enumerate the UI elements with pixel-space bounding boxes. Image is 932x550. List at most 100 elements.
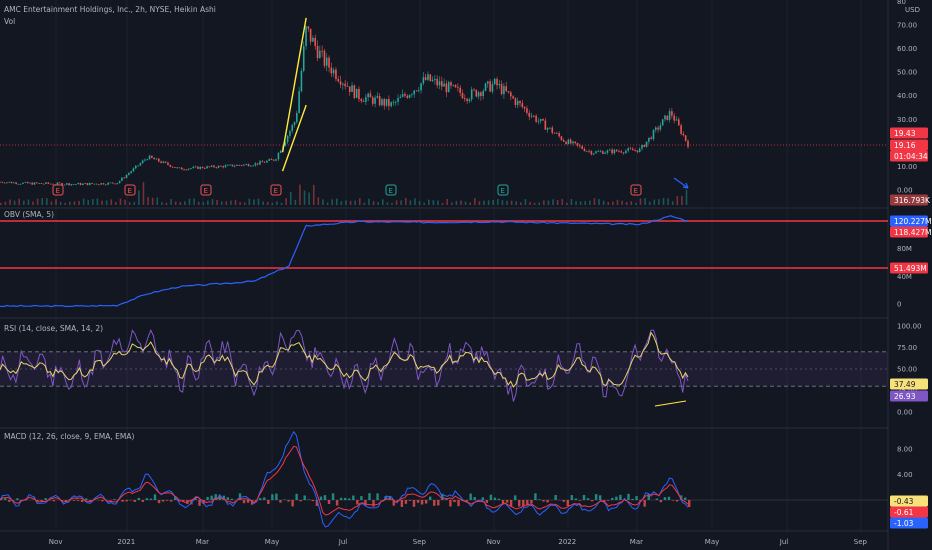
candle-body xyxy=(169,164,172,167)
grid-lines xyxy=(55,0,862,531)
candle-body xyxy=(565,141,567,145)
macd-hist-bar xyxy=(109,500,112,501)
macd-hist-bar xyxy=(121,500,124,502)
rsi-ma-line xyxy=(0,331,689,388)
candle-body xyxy=(673,115,675,121)
volume-bar xyxy=(294,199,297,205)
candle-body xyxy=(185,169,188,171)
candle-body xyxy=(284,142,287,147)
macd-hist-bar xyxy=(113,499,116,500)
trendlines[interactable] xyxy=(281,17,307,172)
candle-body xyxy=(457,87,459,89)
price-tick: 70.00 xyxy=(897,22,917,30)
volume-bar xyxy=(124,199,126,205)
volume-bar xyxy=(179,201,182,205)
volume-bar xyxy=(635,202,637,205)
candle-body xyxy=(415,90,418,92)
trendline-2 xyxy=(281,104,307,172)
volume-bar xyxy=(418,201,421,205)
volume-bar xyxy=(671,201,674,205)
macd-hist-bar xyxy=(259,498,262,500)
candle-body xyxy=(417,90,420,91)
macd-hist-bar xyxy=(246,500,250,503)
candle-body xyxy=(56,182,59,185)
price-pane[interactable]: E E E E E E E AMC Entertainment Holdings, Inc.… xyxy=(0,5,888,205)
candle-body xyxy=(477,92,480,97)
macd-hist-bar xyxy=(360,496,363,500)
macd-hist-bar xyxy=(214,494,217,500)
volume-bar xyxy=(161,202,163,205)
rsi-tick: 75.00 xyxy=(897,344,917,352)
volume-bar xyxy=(156,197,159,205)
candle-body xyxy=(464,98,466,100)
candle-body xyxy=(105,184,107,186)
candle-body xyxy=(369,93,372,98)
volume-bar xyxy=(115,201,117,205)
macd-hist-bar xyxy=(133,500,136,502)
candle-body xyxy=(300,70,303,92)
candle-body xyxy=(339,81,342,85)
volume-bar xyxy=(276,201,278,205)
rsi-pane[interactable]: RSI (14, close, SMA, 14, 2) xyxy=(0,324,888,407)
volume-bar xyxy=(239,202,241,205)
volume-bar xyxy=(55,199,57,205)
candle-body xyxy=(178,167,181,169)
candle-body xyxy=(148,155,151,160)
candle-body xyxy=(319,50,321,59)
candle-body xyxy=(466,98,468,102)
macd-hist-bar xyxy=(574,498,578,500)
candle-body xyxy=(68,183,70,186)
candle-body xyxy=(121,177,123,181)
volume-bar xyxy=(414,198,416,205)
candle-body xyxy=(443,83,445,87)
time-label: May xyxy=(705,538,719,546)
candle-body xyxy=(394,101,397,103)
macd-hist-bar xyxy=(275,493,278,500)
candle-body xyxy=(588,150,590,152)
candle-body xyxy=(666,115,669,120)
candle-body xyxy=(604,152,606,154)
volume-bar xyxy=(524,199,527,205)
candle-body xyxy=(530,115,533,117)
macd-tick: 4.00 xyxy=(897,471,913,479)
candle-body xyxy=(22,182,24,184)
volume-bar xyxy=(515,201,518,205)
candle-body xyxy=(199,166,201,169)
volume-bar xyxy=(653,199,656,205)
candle-body xyxy=(434,78,436,80)
candle-body xyxy=(49,183,52,185)
macd-hist-bar xyxy=(287,500,290,502)
volume-bar xyxy=(92,198,94,205)
candle-body xyxy=(153,157,155,160)
macd-hist-bar xyxy=(631,498,634,500)
candle-body xyxy=(192,166,195,169)
macd-line xyxy=(0,430,689,528)
candle-body xyxy=(558,133,560,137)
candle-body xyxy=(404,94,406,96)
volume-bar xyxy=(579,201,582,205)
currency-label: USD xyxy=(905,6,920,14)
candle-body xyxy=(197,166,199,169)
macd-hist-bar xyxy=(493,497,497,500)
candle-body xyxy=(468,99,471,102)
candle-body xyxy=(0,181,1,183)
candle-body xyxy=(638,148,641,153)
volume-bar xyxy=(520,202,522,205)
time-axis[interactable]: Nov 2021 Mar May Jul Sep Nov 2022 Mar May Jul Sep xyxy=(49,538,868,546)
candle-body xyxy=(381,99,383,106)
price-tick: 60.00 xyxy=(897,45,917,53)
macd-hist-bar xyxy=(501,500,505,504)
obv-pane[interactable]: OBV (SMA, 5) xyxy=(0,210,888,308)
macd-hist-bar xyxy=(335,500,339,506)
macd-pane[interactable]: MACD (12, 26, close, 9, EMA, EMA) xyxy=(0,430,888,528)
volume-bar xyxy=(9,199,11,205)
earnings-marker-label: E xyxy=(274,187,278,195)
candle-body xyxy=(91,182,93,184)
candle-body xyxy=(367,93,369,98)
candle-body xyxy=(542,118,544,121)
volume-bar xyxy=(253,199,255,205)
candle-body xyxy=(233,165,236,167)
volume-bar xyxy=(483,200,485,205)
candle-body xyxy=(355,88,358,98)
